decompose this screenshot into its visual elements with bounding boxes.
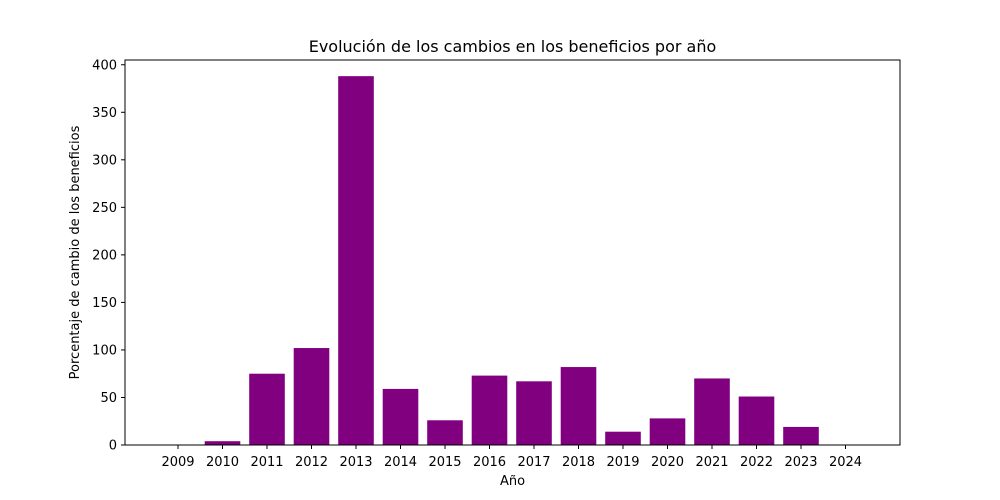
bar-2020 (649, 418, 686, 445)
x-tick-label-2009: 2009 (161, 455, 194, 470)
x-tick-label-2017: 2017 (517, 455, 550, 470)
bar-2019 (605, 431, 641, 445)
x-axis-title: Año (500, 474, 525, 489)
y-axis: 0 50 100 150 200 250 300 350 400 (92, 58, 125, 454)
x-tick-label-2016: 2016 (473, 455, 506, 470)
bar-2021 (694, 378, 730, 445)
y-tick-label-300: 300 (92, 153, 117, 168)
y-tick-label-350: 350 (92, 106, 117, 121)
y-tick-label-100: 100 (92, 343, 117, 358)
bar-2023 (783, 426, 819, 445)
x-tick-label-2020: 2020 (651, 455, 684, 470)
bar-2013 (338, 76, 374, 445)
y-axis-title: Porcentaje de cambio de los beneficios (68, 125, 83, 379)
x-tick-label-2018: 2018 (562, 455, 595, 470)
y-tick-label-150: 150 (92, 296, 117, 311)
x-tick-label-2023: 2023 (784, 455, 817, 470)
x-tick-label-2022: 2022 (740, 455, 773, 470)
x-tick-label-2019: 2019 (606, 455, 639, 470)
x-axis: 2009 2010 2011 2012 2013 2014 2015 2016 2017 2018… (161, 445, 862, 470)
bar-2012 (293, 348, 330, 445)
chart-title: Evolución de los cambios en los benefici… (309, 37, 717, 56)
bar-2010 (204, 441, 241, 445)
x-tick-label-2013: 2013 (339, 455, 372, 470)
bar-2015 (427, 420, 463, 445)
x-tick-label-2024: 2024 (829, 455, 862, 470)
y-tick-label-400: 400 (92, 58, 117, 73)
y-tick-label-250: 250 (92, 201, 117, 216)
x-tick-label-2012: 2012 (295, 455, 328, 470)
x-tick-label-2015: 2015 (428, 455, 461, 470)
bar-2016 (471, 375, 508, 445)
x-tick-label-2021: 2021 (695, 455, 728, 470)
bar-2014 (382, 388, 419, 445)
bar-2017 (516, 381, 552, 445)
y-tick-label-200: 200 (92, 248, 117, 263)
y-tick-label-50: 50 (100, 391, 117, 406)
bar-2022 (738, 396, 775, 445)
x-tick-label-2011: 2011 (250, 455, 283, 470)
y-tick-label-0: 0 (109, 439, 117, 454)
plot-frame (124, 59, 901, 446)
x-tick-label-2014: 2014 (384, 455, 417, 470)
bar-group (204, 76, 819, 445)
bar-2011 (249, 373, 285, 445)
bar-2018 (560, 367, 597, 445)
x-tick-label-2010: 2010 (206, 455, 239, 470)
